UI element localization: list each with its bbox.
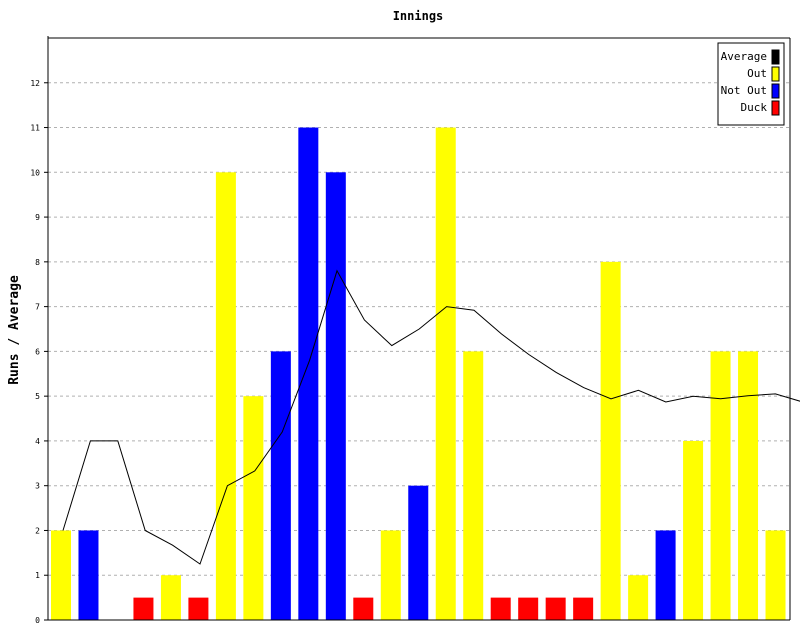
average-line <box>62 269 800 565</box>
bar-out <box>765 530 786 620</box>
y-tick-label: 12 <box>30 79 40 88</box>
bar-not-out <box>325 172 346 621</box>
bar-duck <box>133 597 154 620</box>
bar-out <box>683 440 704 620</box>
legend-swatch <box>771 66 780 82</box>
legend-label: Average <box>721 50 767 63</box>
legend: Average Out Not Out Duck <box>717 42 785 126</box>
bar-not-out <box>408 485 429 620</box>
legend-swatch <box>771 83 780 99</box>
bar-out <box>463 351 484 620</box>
y-tick-label: 6 <box>35 347 40 356</box>
legend-swatch <box>771 100 780 116</box>
bar-not-out <box>298 127 319 621</box>
legend-swatch <box>771 49 780 65</box>
bar-out <box>628 575 649 620</box>
y-tick-label: 8 <box>35 258 40 267</box>
bar-out <box>380 530 401 620</box>
y-axis-label: Runs / Average <box>7 275 22 385</box>
bar-out <box>215 172 236 621</box>
bar-duck <box>490 597 511 620</box>
bar-out <box>160 575 181 620</box>
bar-out <box>710 351 731 620</box>
y-tick-label: 7 <box>35 303 40 312</box>
y-tick-label: 3 <box>35 482 40 491</box>
bar-duck <box>188 597 209 620</box>
average-line-group <box>62 269 800 565</box>
bar-out <box>600 261 621 620</box>
bar-not-out <box>655 530 676 620</box>
y-tick-label: 4 <box>35 437 40 446</box>
bars <box>51 127 786 621</box>
legend-label: Duck <box>741 101 768 114</box>
y-tick-label: 5 <box>35 392 40 401</box>
bar-not-out <box>270 351 291 620</box>
legend-label: Not Out <box>721 84 767 97</box>
y-tick-label: 9 <box>35 213 40 222</box>
y-tick-label: 10 <box>30 168 40 177</box>
bar-duck <box>545 597 566 620</box>
bar-duck <box>353 597 374 620</box>
bar-out <box>435 127 456 621</box>
bar-duck <box>518 597 539 620</box>
y-tick-label: 11 <box>30 124 40 133</box>
y-tick-label: 2 <box>35 526 40 535</box>
legend-label: Out <box>747 67 767 80</box>
bar-out <box>51 530 71 620</box>
bar-duck <box>573 597 594 620</box>
y-tick-label: 1 <box>35 571 40 580</box>
bar-out <box>243 396 264 620</box>
y-tick-label: 0 <box>35 616 40 625</box>
bar-out <box>738 351 759 620</box>
chart-title: Innings <box>393 9 444 23</box>
bar-not-out <box>78 530 99 620</box>
